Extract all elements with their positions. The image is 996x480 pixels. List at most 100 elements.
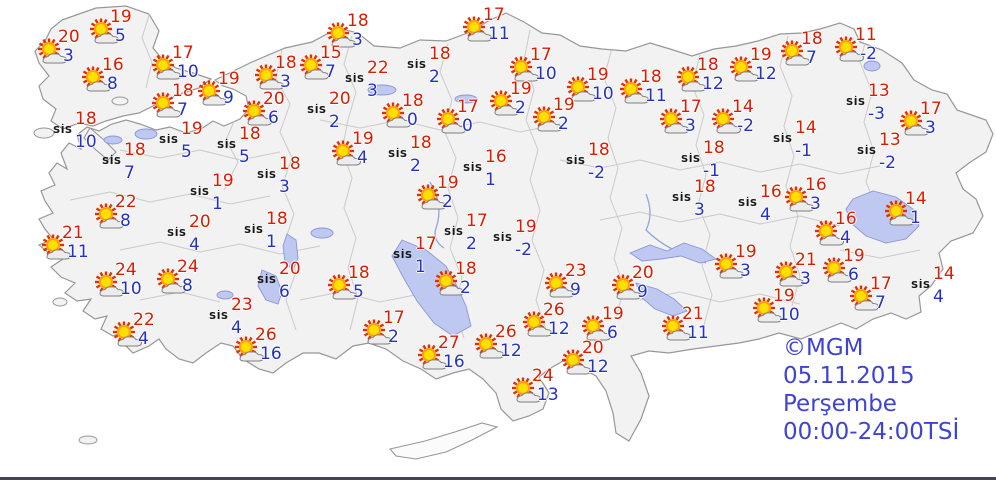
high-temp: 16: [760, 181, 782, 202]
high-temp: 19: [602, 304, 624, 324]
high-temp: 14: [795, 117, 817, 138]
high-temp: 20: [189, 211, 211, 232]
fog-wave-icon: [184, 202, 208, 208]
fog-wave-icon: [203, 326, 227, 332]
fog-icon: SİS: [393, 250, 413, 261]
fog-wave-icon: [675, 146, 699, 152]
fog-wave-icon: [211, 155, 235, 161]
weather-station-fog: 22 SİS 3: [338, 59, 390, 99]
high-temp: 26: [543, 300, 565, 320]
high-temp: 14: [933, 263, 955, 284]
high-temp: 19: [773, 286, 795, 306]
fog-wave-icon: [161, 243, 185, 249]
fog-icon: SİS: [102, 156, 122, 167]
fog-icon: SİS: [857, 146, 877, 157]
fog-icon: SİS: [244, 225, 264, 236]
fog-wave-icon: [211, 132, 235, 138]
low-temp: 7: [875, 293, 886, 313]
low-temp: 12: [587, 357, 609, 377]
fog-wave-icon: [487, 225, 511, 231]
fog-icon: SİS: [773, 134, 793, 145]
low-temp: 11: [488, 24, 510, 44]
low-temp: 12: [548, 319, 570, 339]
weather-station-fog: 13 SİS -2: [850, 131, 902, 171]
fog-wave-icon: [840, 112, 864, 118]
fog-icon: SİS: [407, 60, 427, 71]
weather-station-sunny: 16 3: [783, 177, 827, 214]
fog-wave-icon: [457, 178, 481, 184]
low-temp: 2: [442, 192, 453, 212]
high-temp: 20: [329, 88, 351, 109]
weather-station-fog: 18 SİS 3: [250, 155, 302, 195]
fog-icon: SİS: [388, 149, 408, 160]
weather-station-sunny: 19 4: [330, 131, 374, 168]
high-temp: 16: [102, 55, 124, 75]
weather-station-sunny: 18 3: [253, 55, 297, 92]
weather-station-sunny: 17 2: [361, 310, 405, 347]
high-temp: 17: [415, 233, 437, 254]
weather-station-sunny: 26 12: [521, 302, 570, 339]
weather-station-sunny: 18 7: [779, 31, 823, 68]
high-temp: 22: [133, 310, 155, 330]
fog-wave-icon: [732, 213, 756, 219]
low-temp: 3: [925, 118, 936, 138]
fog-icon: SİS: [167, 228, 187, 239]
low-temp: 1: [910, 208, 921, 228]
fog-icon: SİS: [738, 198, 758, 209]
fog-icon: SİS: [911, 280, 931, 291]
high-temp: 11: [855, 25, 877, 45]
low-temp: 2: [460, 278, 471, 298]
forecast-day: Perşembe: [783, 391, 897, 417]
fog-wave-icon: [401, 52, 425, 58]
weather-station-sunny: 19 2: [488, 81, 532, 118]
low-temp: 11: [645, 86, 667, 106]
weather-station-fog: 18 SİS 1: [237, 210, 289, 250]
weather-station-sunny: 21 11: [40, 225, 89, 262]
high-temp: 20: [263, 89, 285, 109]
high-temp: 22: [115, 192, 137, 212]
weather-station-fog: 20 SİS 2: [300, 88, 352, 130]
weather-station-sunny: 19 5: [88, 9, 132, 46]
high-temp: 24: [115, 260, 137, 280]
low-temp: 7: [806, 48, 817, 68]
low-temp: 3: [63, 46, 74, 66]
weather-station-fog: 18 SİS 3: [665, 178, 717, 218]
weather-station-sunny: 19 2: [415, 175, 459, 212]
high-temp: 18: [455, 259, 477, 279]
low-temp: -1: [703, 160, 720, 181]
low-temp: 4: [357, 148, 368, 168]
fog-wave-icon: [851, 161, 875, 167]
fog-icon: SİS: [846, 97, 866, 108]
weather-station-sunny: 20 9: [610, 265, 654, 302]
high-temp: 18: [402, 91, 424, 111]
low-temp: 2: [515, 98, 526, 118]
weather-station-sunny: 17 10: [150, 45, 199, 82]
weather-station-sunny: 26 12: [473, 324, 522, 361]
weather-station-sunny: 20 6: [241, 91, 285, 128]
weather-station-fog: 18 SİS 2: [400, 45, 452, 85]
low-temp: 4: [138, 329, 149, 349]
weather-station-fog: 16 SİS 1: [456, 146, 508, 188]
fog-icon: SİS: [493, 233, 513, 244]
copyright-text: ©MGM: [783, 335, 864, 361]
low-temp: -3: [868, 103, 885, 124]
fog-wave-icon: [560, 148, 584, 154]
weather-station-sunny: 17 7: [848, 276, 892, 313]
high-temp: 14: [732, 97, 754, 117]
weather-station-sunny: 27 16: [416, 335, 465, 372]
high-temp: 19: [735, 242, 757, 262]
high-temp: 16: [485, 146, 507, 167]
fog-wave-icon: [301, 97, 325, 103]
low-temp: 13: [537, 385, 559, 405]
low-temp: -2: [860, 44, 877, 64]
high-temp: 20: [582, 338, 604, 358]
fog-icon: SİS: [566, 156, 586, 167]
low-temp: 3: [740, 261, 751, 281]
weather-station-fog: 14 SİS 4: [904, 263, 956, 305]
fog-wave-icon: [840, 89, 864, 95]
weather-station-sunny: 22 4: [111, 312, 155, 349]
low-temp: 12: [755, 64, 777, 84]
low-temp: 6: [268, 108, 279, 128]
